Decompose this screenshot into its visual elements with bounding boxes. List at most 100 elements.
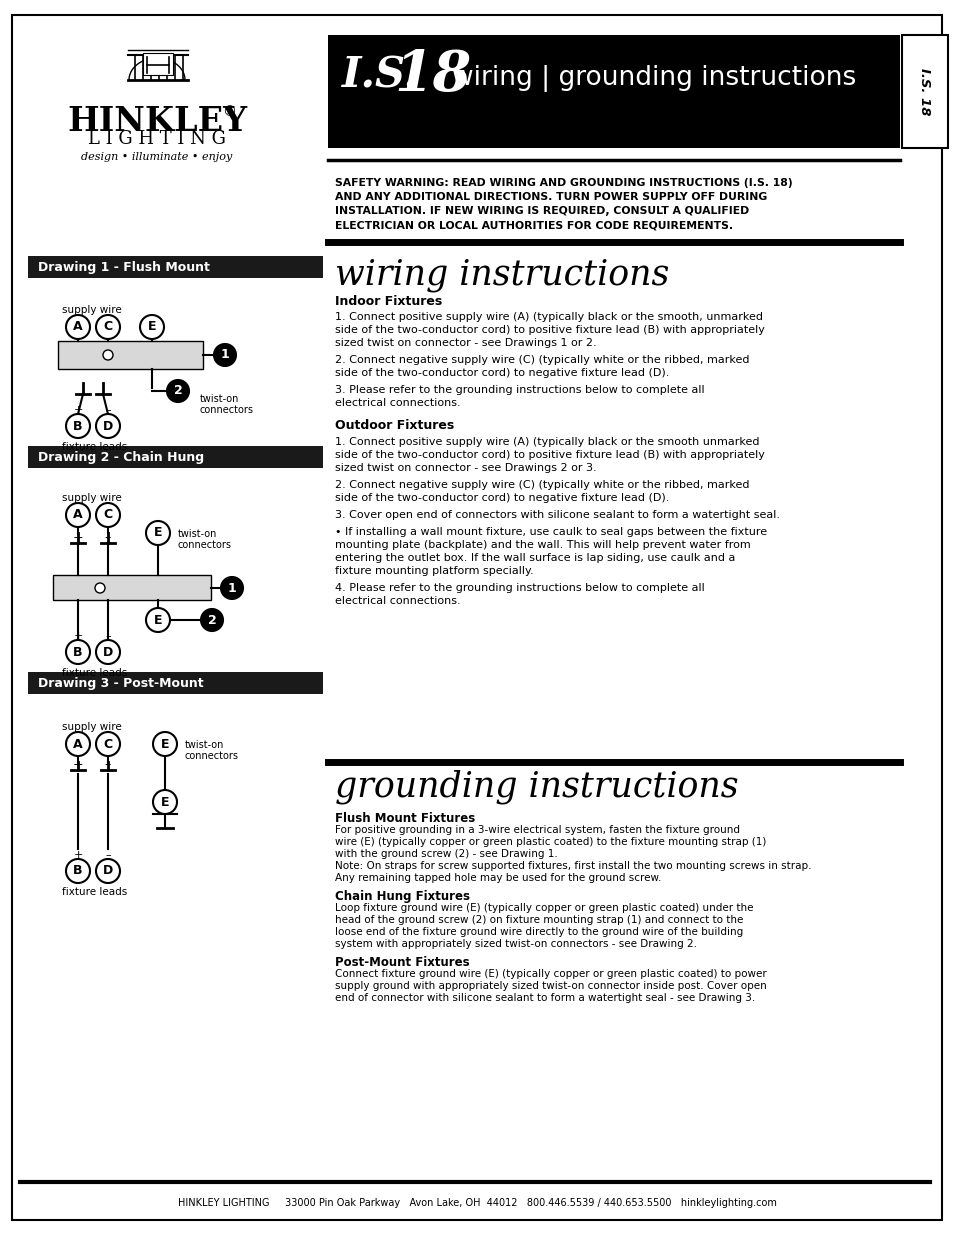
Text: Outdoor Fixtures: Outdoor Fixtures [335,419,454,432]
Text: wiring instructions: wiring instructions [335,258,669,291]
Text: SAFETY WARNING: READ WIRING AND GROUNDING INSTRUCTIONS (I.S. 18): SAFETY WARNING: READ WIRING AND GROUNDIN… [335,178,792,188]
Text: fixture leads: fixture leads [62,887,127,897]
Text: end of connector with silicone sealant to form a watertight seal - see Drawing 3: end of connector with silicone sealant t… [335,993,755,1003]
Text: Drawing 2 - Chain Hung: Drawing 2 - Chain Hung [38,451,204,463]
Text: Indoor Fixtures: Indoor Fixtures [335,295,442,308]
Bar [53,576,211,600]
Text: –: – [105,758,111,771]
Bar [28,672,323,694]
Text: wiring | grounding instructions: wiring | grounding instructions [452,64,856,91]
Text: +: + [72,343,83,356]
Text: C: C [103,737,112,751]
Circle shape [152,790,177,814]
Text: side of the two-conductor cord) to negative fixture lead (D).: side of the two-conductor cord) to negat… [335,493,669,503]
Text: 2: 2 [208,614,216,626]
Text: supply wire: supply wire [62,722,122,732]
Text: Loop fixture ground wire (E) (typically copper or green plastic coated) under th: Loop fixture ground wire (E) (typically … [335,903,753,913]
Text: 4. Please refer to the grounding instructions below to complete all: 4. Please refer to the grounding instruc… [335,583,704,593]
Circle shape [96,640,120,664]
Circle shape [152,732,177,756]
Circle shape [95,583,105,593]
Text: fixture mounting platform specially.: fixture mounting platform specially. [335,566,533,576]
Text: Connect fixture ground wire (E) (typically copper or green plastic coated) to po: Connect fixture ground wire (E) (typical… [335,969,766,979]
Text: –: – [105,850,111,860]
Text: wire (E) (typically copper or green plastic coated) to the fixture mounting stra: wire (E) (typically copper or green plas… [335,837,765,847]
Bar [28,446,323,468]
Text: A: A [73,321,83,333]
Text: For positive grounding in a 3-wire electrical system, fasten the fixture ground: For positive grounding in a 3-wire elect… [335,825,740,835]
Text: 1: 1 [228,582,236,594]
Circle shape [66,414,90,438]
Text: E: E [148,321,156,333]
Circle shape [167,380,189,403]
Text: –: – [105,531,111,543]
Circle shape [146,521,170,545]
Text: C: C [103,321,112,333]
Text: supply wire: supply wire [62,305,122,315]
Text: head of the ground screw (2) on fixture mounting strap (1) and connect to the: head of the ground screw (2) on fixture … [335,915,742,925]
Text: 3. Cover open end of connectors with silicone sealant to form a watertight seal.: 3. Cover open end of connectors with sil… [335,510,780,520]
Bar [58,341,203,369]
Text: supply ground with appropriately sized twist-on connector inside post. Cover ope: supply ground with appropriately sized t… [335,981,766,990]
Text: supply wire: supply wire [62,493,122,503]
Circle shape [66,860,90,883]
Text: 1: 1 [220,348,229,362]
Text: B: B [73,420,83,432]
Text: INSTALLATION. IF NEW WIRING IS REQUIRED, CONSULT A QUALIFIED: INSTALLATION. IF NEW WIRING IS REQUIRED,… [335,206,748,216]
Text: ®: ® [222,105,235,119]
Text: connectors: connectors [185,751,239,761]
Text: twist-on: twist-on [185,740,224,750]
Text: D: D [103,864,113,878]
Text: loose end of the fixture ground wire directly to the ground wire of the building: loose end of the fixture ground wire dir… [335,927,742,937]
Text: 18: 18 [394,47,471,103]
Text: –: – [105,343,111,356]
Text: side of the two-conductor cord) to positive fixture lead (B) with appropriately: side of the two-conductor cord) to posit… [335,450,764,459]
Text: side of the two-conductor cord) to negative fixture lead (D).: side of the two-conductor cord) to negat… [335,368,669,378]
Text: connectors: connectors [178,540,232,550]
Text: Flush Mount Fixtures: Flush Mount Fixtures [335,811,475,825]
Text: electrical connections.: electrical connections. [335,597,460,606]
Text: 2. Connect negative supply wire (C) (typically white or the ribbed, marked: 2. Connect negative supply wire (C) (typ… [335,354,749,366]
Text: Note: On straps for screw supported fixtures, first install the two mounting scr: Note: On straps for screw supported fixt… [335,861,811,871]
Circle shape [96,860,120,883]
Text: A: A [73,509,83,521]
Text: Any remaining tapped hole may be used for the ground screw.: Any remaining tapped hole may be used fo… [335,873,660,883]
Text: L I G H T I N G: L I G H T I N G [88,130,226,148]
Text: electrical connections.: electrical connections. [335,398,460,408]
Text: connectors: connectors [200,405,253,415]
Text: system with appropriately sized twist-on connectors - see Drawing 2.: system with appropriately sized twist-on… [335,939,697,948]
Text: –: – [105,405,111,415]
Bar [143,53,172,75]
Text: 2: 2 [173,384,182,398]
Text: D: D [103,646,113,658]
Text: 1. Connect positive supply wire (A) (typically black or the smooth, unmarked: 1. Connect positive supply wire (A) (typ… [335,312,762,322]
Text: twist-on: twist-on [178,529,217,538]
Text: sized twist on connector - see Drawings 1 or 2.: sized twist on connector - see Drawings … [335,338,596,348]
Text: Drawing 1 - Flush Mount: Drawing 1 - Flush Mount [38,261,210,273]
Text: +: + [73,405,83,415]
Text: I.S.: I.S. [341,54,418,96]
Text: D: D [103,420,113,432]
Circle shape [221,577,243,599]
Bar [901,35,947,148]
Text: with the ground screw (2) - see Drawing 1.: with the ground screw (2) - see Drawing … [335,848,558,860]
Text: –: – [105,631,111,641]
Text: HINKLEY LIGHTING     33000 Pin Oak Parkway   Avon Lake, OH  44012   800.446.5539: HINKLEY LIGHTING 33000 Pin Oak Parkway A… [177,1198,776,1208]
Text: E: E [161,737,169,751]
Text: 3. Please refer to the grounding instructions below to complete all: 3. Please refer to the grounding instruc… [335,385,704,395]
Text: ELECTRICIAN OR LOCAL AUTHORITIES FOR CODE REQUIREMENTS.: ELECTRICIAN OR LOCAL AUTHORITIES FOR COD… [335,220,732,230]
Text: E: E [153,526,162,540]
Text: B: B [73,864,83,878]
Text: sized twist on connector - see Drawings 2 or 3.: sized twist on connector - see Drawings … [335,463,596,473]
Text: Drawing 3 - Post-Mount: Drawing 3 - Post-Mount [38,677,203,689]
Bar [28,256,323,278]
Text: entering the outlet box. If the wall surface is lap siding, use caulk and a: entering the outlet box. If the wall sur… [335,553,735,563]
Text: twist-on: twist-on [200,394,239,404]
Circle shape [213,345,235,366]
Text: • If installing a wall mount fixture, use caulk to seal gaps between the fixture: • If installing a wall mount fixture, us… [335,527,766,537]
Text: grounding instructions: grounding instructions [335,769,738,804]
Bar [328,35,899,148]
Circle shape [140,315,164,338]
Circle shape [201,609,223,631]
Text: mounting plate (backplate) and the wall. This will help prevent water from: mounting plate (backplate) and the wall.… [335,540,750,550]
